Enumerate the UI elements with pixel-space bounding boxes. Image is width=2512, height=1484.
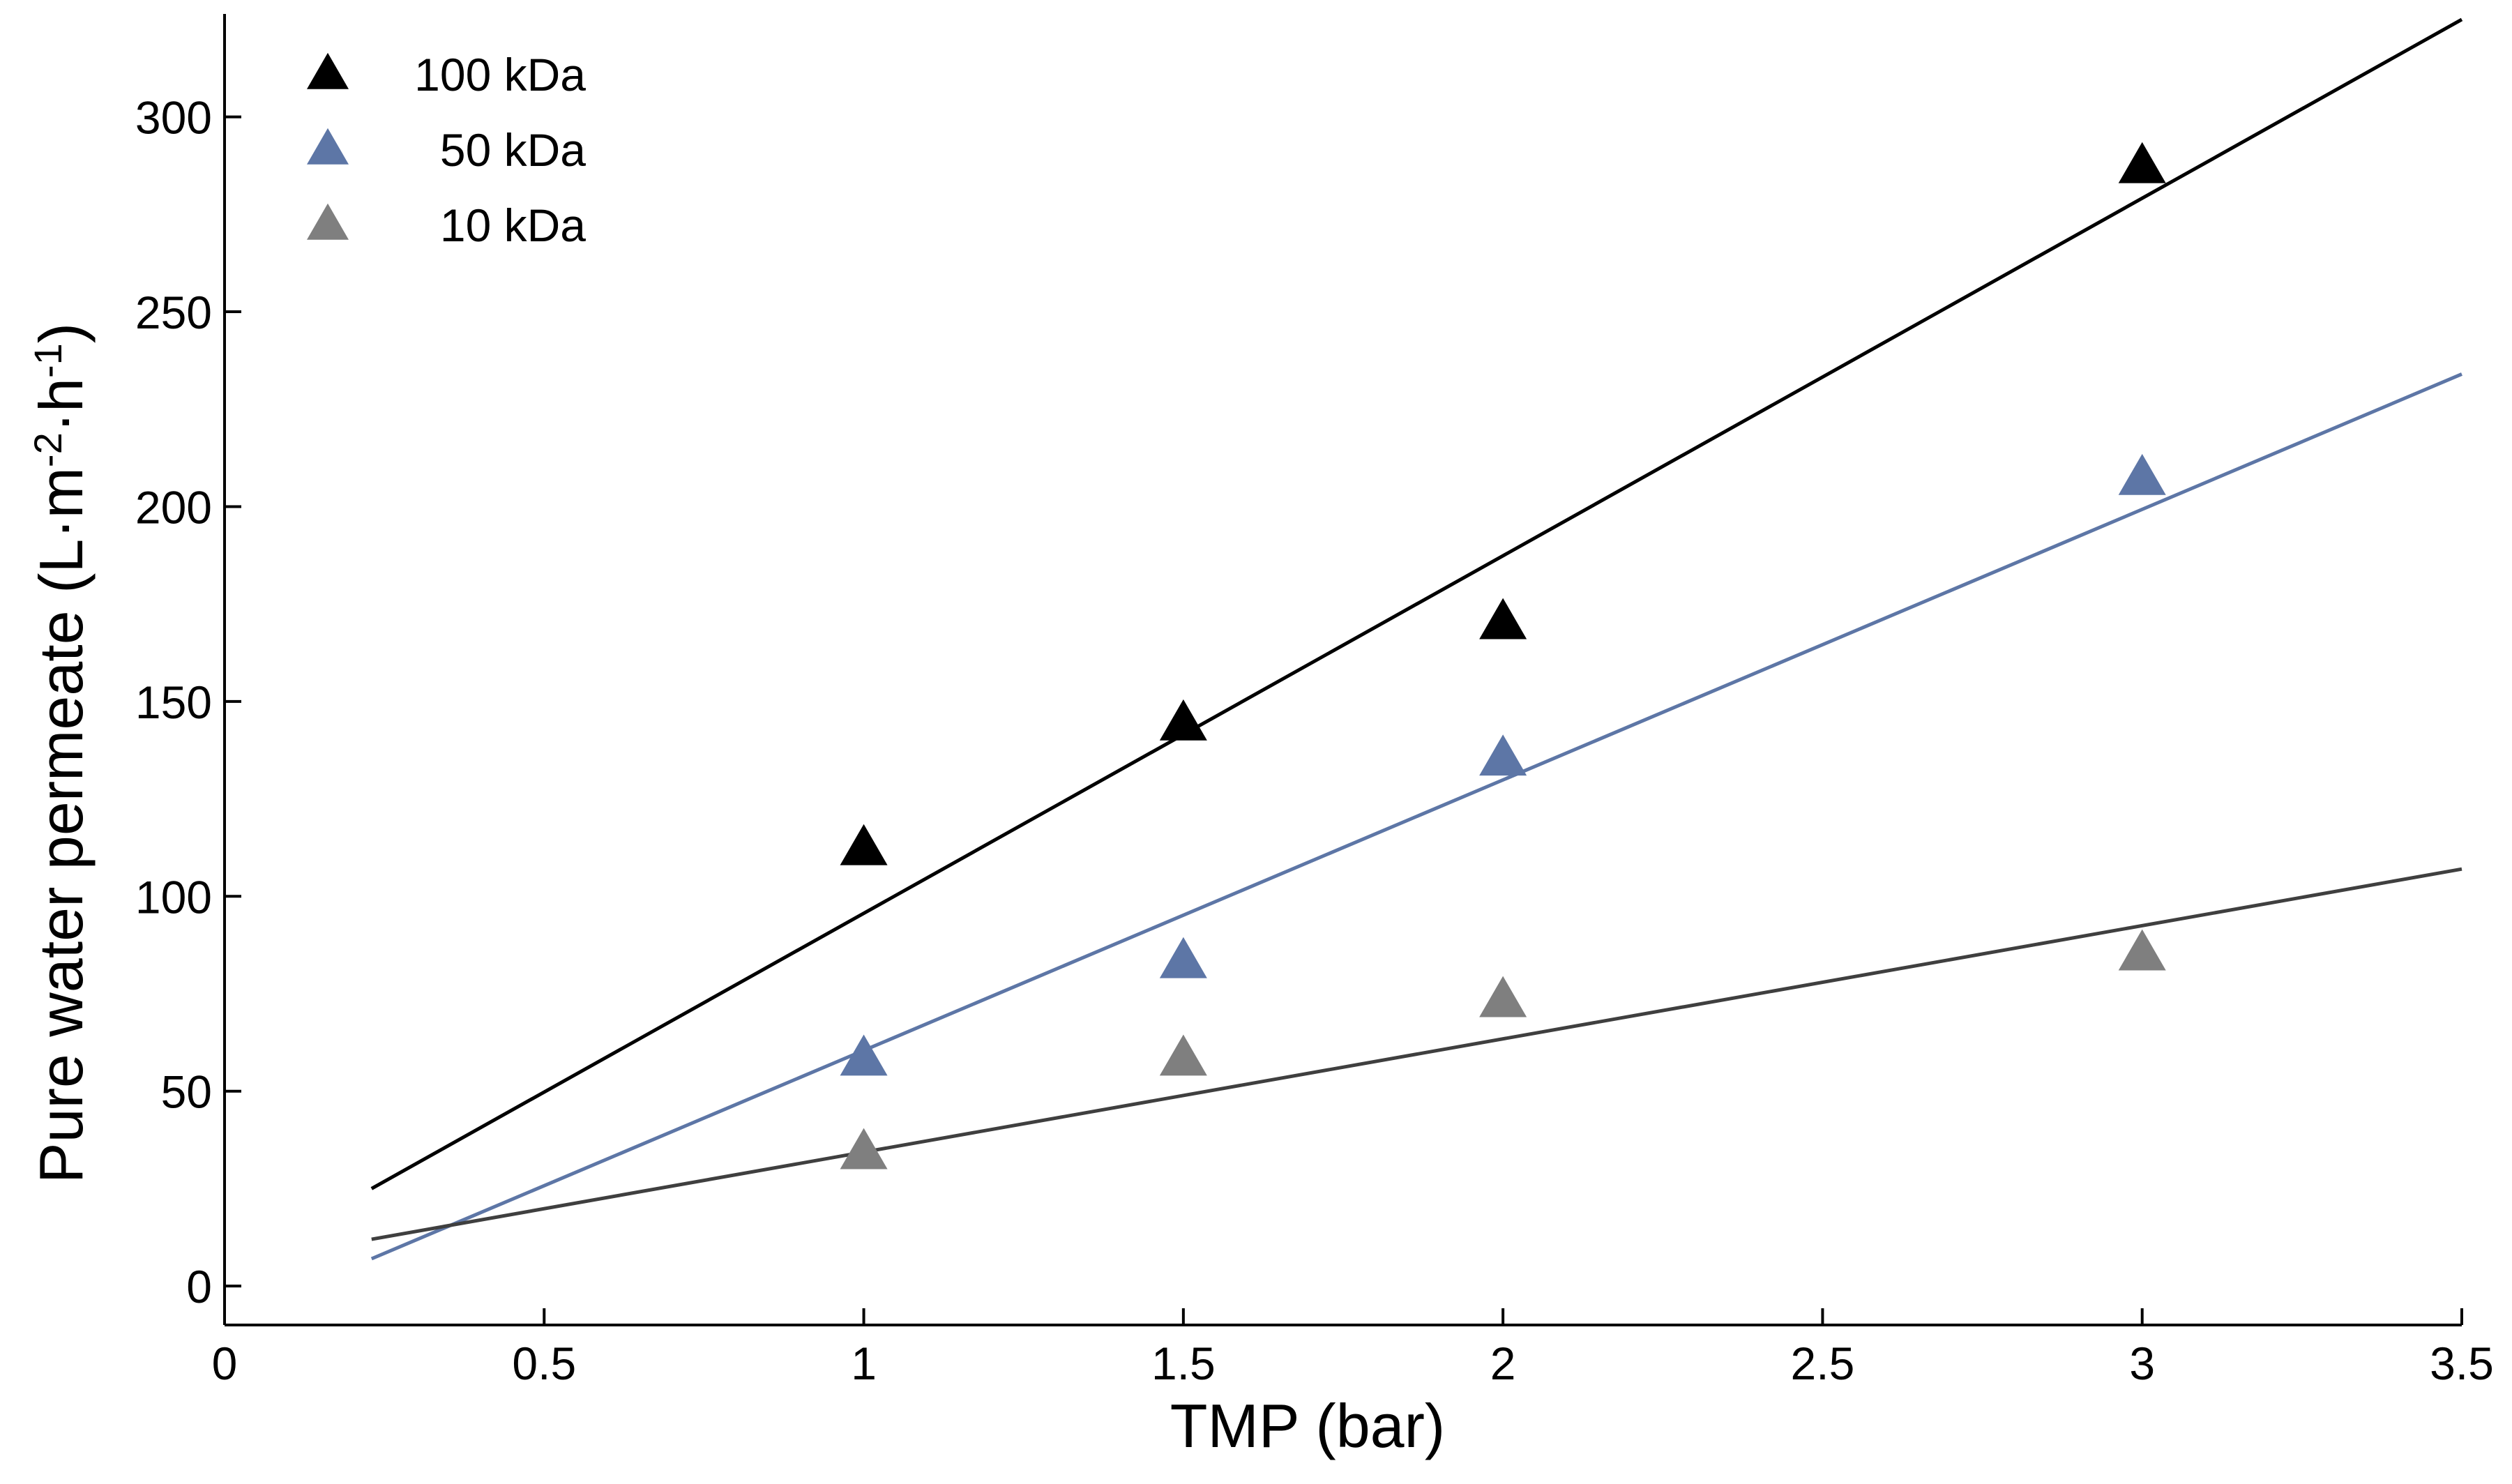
y-tick-label: 0 xyxy=(186,1261,212,1312)
data-point-10-kda xyxy=(1479,976,1527,1017)
x-tick-label: 2 xyxy=(1490,1338,1516,1389)
legend-label-50-kda: 50 kDa xyxy=(440,124,586,176)
data-point-100-kda xyxy=(840,824,888,865)
legend-label-10-kda: 10 kDa xyxy=(440,199,586,251)
y-tick-label: 300 xyxy=(135,92,212,144)
data-point-50-kda xyxy=(2118,453,2166,495)
data-point-100-kda xyxy=(2118,142,2166,183)
y-tick-label: 200 xyxy=(135,481,212,533)
data-point-50-kda xyxy=(1479,734,1527,776)
fit-line-50-kda xyxy=(370,372,2462,1261)
data-point-50-kda xyxy=(840,1034,888,1076)
y-axis-title-base: Pure water permeate (L·m xyxy=(27,467,96,1183)
x-tick-label: 3 xyxy=(2129,1338,2155,1389)
data-point-100-kda xyxy=(1159,699,1207,741)
x-tick-label: 0 xyxy=(212,1338,238,1389)
data-point-100-kda xyxy=(1479,598,1527,639)
y-axis-title-end: ) xyxy=(27,323,96,343)
y-axis-title-exp2: -1 xyxy=(26,343,70,378)
fit-line-100-kda xyxy=(370,17,2463,1190)
x-tick-label: 1.5 xyxy=(1151,1338,1216,1389)
x-axis-title: TMP (bar) xyxy=(1170,1391,1445,1460)
x-tick-label: 0.5 xyxy=(512,1338,576,1389)
legend: 100 kDa 50 kDa 10 kDa xyxy=(307,49,586,251)
legend-marker-50-kda xyxy=(307,128,349,165)
data-point-10-kda xyxy=(2118,929,2166,971)
x-tick-label: 1 xyxy=(851,1338,877,1389)
data-point-10-kda xyxy=(1159,1034,1207,1076)
data-point-50-kda xyxy=(1159,937,1207,978)
legend-label-100-kda: 100 kDa xyxy=(414,49,586,100)
legend-marker-100-kda xyxy=(307,52,349,89)
y-tick-label: 100 xyxy=(135,871,212,923)
fit-line-10-kda xyxy=(371,867,2462,1241)
y-ticks: 0 50 100 150 200 250 300 xyxy=(135,92,241,1312)
y-tick-label: 50 xyxy=(161,1066,212,1118)
y-tick-label: 250 xyxy=(135,287,212,338)
x-tick-label: 3.5 xyxy=(2430,1338,2494,1389)
y-axis-title: Pure water permeate (L·m-2·h-1) xyxy=(26,323,96,1183)
y-tick-label: 150 xyxy=(135,676,212,728)
x-ticks: 0 0.5 1 1.5 2 2.5 3 3.5 xyxy=(212,1308,2494,1389)
y-axis-title-exp1: -2 xyxy=(26,432,70,467)
fit-lines xyxy=(370,17,2463,1261)
data-point-10-kda xyxy=(840,1128,888,1169)
data-points xyxy=(840,142,2166,1169)
axes xyxy=(223,14,2462,1326)
y-axis-title-mid: ·h xyxy=(27,378,96,432)
legend-marker-10-kda xyxy=(307,203,349,240)
x-tick-label: 2.5 xyxy=(1791,1338,1855,1389)
